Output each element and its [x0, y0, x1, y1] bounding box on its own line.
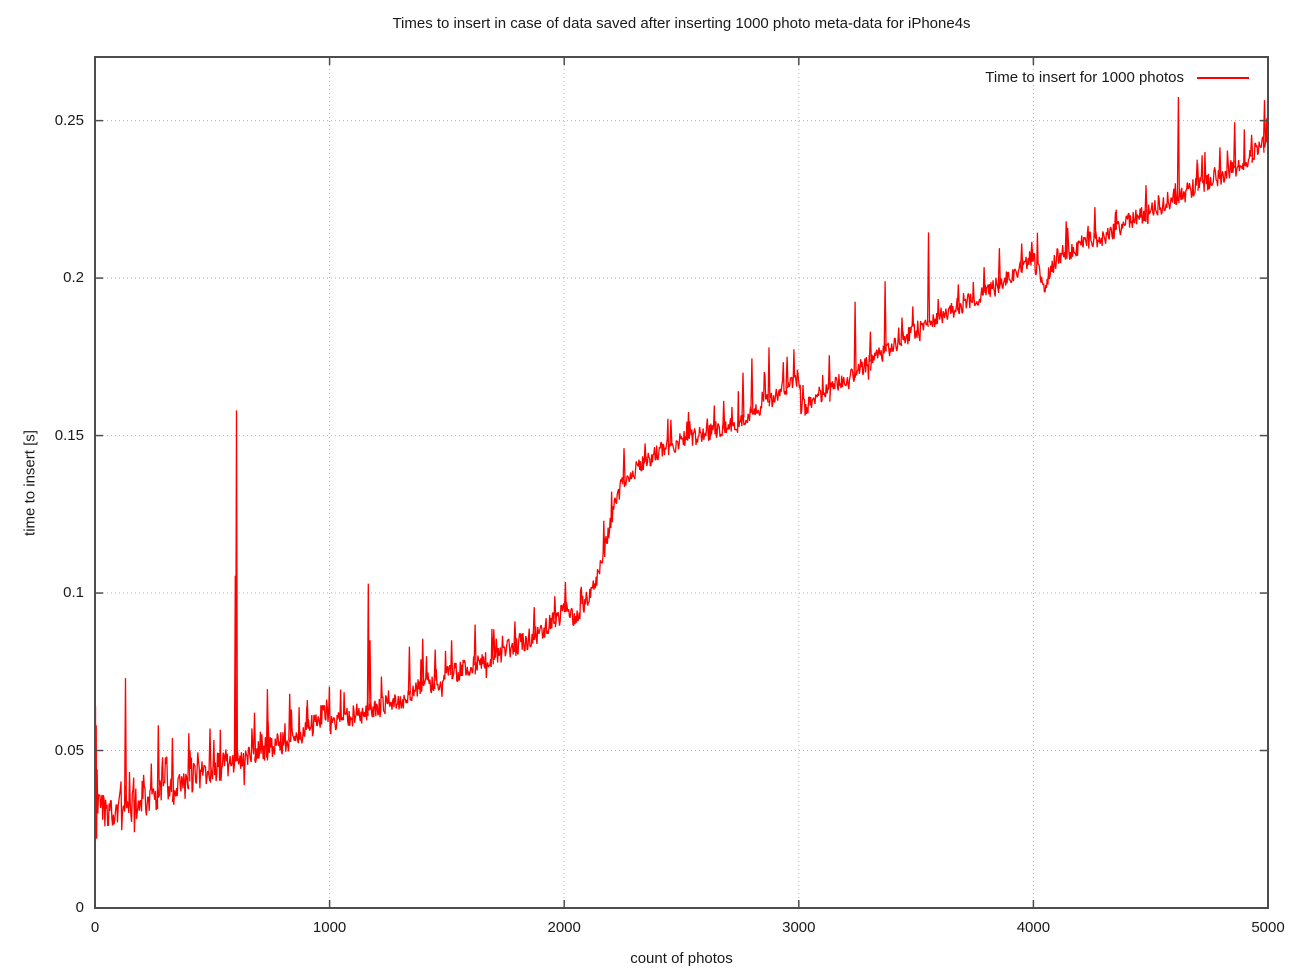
legend: Time to insert for 1000 photos — [985, 69, 1249, 86]
chart-title: Times to insert in case of data saved af… — [392, 15, 971, 32]
x-tick-label: 4000 — [1016, 919, 1051, 936]
y-tick-label: 0 — [75, 899, 84, 916]
x-tick-label: 2000 — [547, 919, 581, 936]
legend-series-label: Time to insert for 1000 photos — [985, 69, 1184, 86]
y-axis-label: time to insert [s] — [21, 430, 39, 536]
plot-border-and-ticks — [94, 56, 1269, 909]
x-tick-label: 0 — [90, 919, 100, 936]
y-tick-label: 0.2 — [63, 269, 84, 287]
x-tick-label: 3000 — [782, 919, 816, 936]
x-tick-label: 1000 — [312, 919, 347, 936]
y-tick-label: 0.25 — [54, 111, 84, 129]
y-tick-label: 0.05 — [54, 741, 84, 759]
x-axis-label: count of photos — [630, 950, 733, 967]
data-series-line — [94, 96, 1269, 842]
y-tick-label: 0.1 — [63, 584, 84, 602]
y-tick-label: 0.15 — [54, 426, 84, 444]
x-tick-label: 5000 — [1251, 919, 1285, 936]
legend-line-sample-icon — [1197, 76, 1249, 79]
grid-lines — [95, 57, 1269, 908]
